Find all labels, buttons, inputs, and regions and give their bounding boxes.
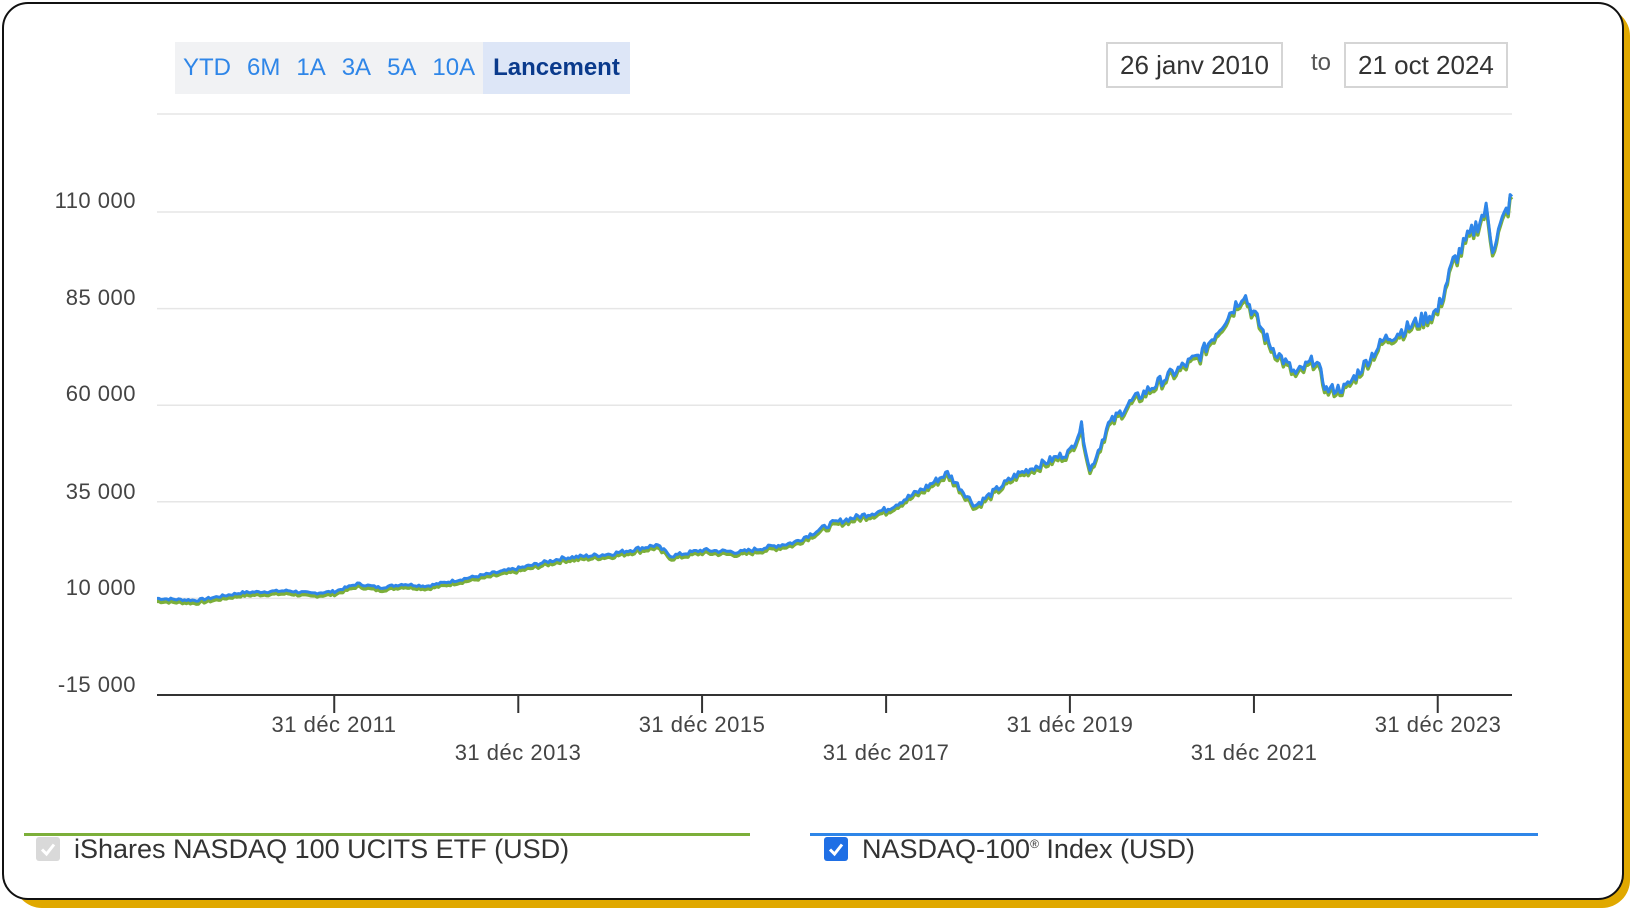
legend-underline-index <box>810 833 1538 836</box>
check-icon <box>40 843 56 857</box>
range-button-1a[interactable]: 1A <box>296 54 326 81</box>
y-tick-label: 110 000 <box>54 188 136 213</box>
x-tick-label: 31 déc 2017 <box>822 740 950 765</box>
x-tick-label: 31 déc 2019 <box>1006 712 1134 737</box>
x-tick-label: 31 déc 2021 <box>1190 740 1318 765</box>
y-tick-label: 60 000 <box>65 381 136 406</box>
y-tick-label: 10 000 <box>65 575 136 600</box>
etf-checkbox[interactable] <box>36 837 60 861</box>
date-to-label: to <box>1311 49 1332 76</box>
legend-underline-etf <box>24 833 750 836</box>
date-to-input[interactable]: 21 oct 2024 <box>1344 42 1508 88</box>
x-tick-label: 31 déc 2013 <box>454 740 582 765</box>
range-button-6m[interactable]: 6M <box>247 54 281 81</box>
y-tick-label: 35 000 <box>65 479 136 504</box>
legend-item-etf[interactable]: iShares NASDAQ 100 UCITS ETF (USD) <box>36 824 569 874</box>
x-tick-label: 31 déc 2023 <box>1374 712 1502 737</box>
range-button-ytd[interactable]: YTD <box>183 54 231 81</box>
legend-label-index: NASDAQ-100® Index (USD) <box>862 833 1195 864</box>
y-tick-label: 85 000 <box>65 285 136 310</box>
line-chart <box>157 113 1514 713</box>
chart-card: YTD 6M 1A 3A 5A 10A Lancement 26 janv 20… <box>2 2 1624 900</box>
range-button-3a[interactable]: 3A <box>341 54 372 81</box>
series-line-etf <box>157 195 1514 606</box>
index-checkbox[interactable] <box>824 837 848 861</box>
legend-label-etf: iShares NASDAQ 100 UCITS ETF (USD) <box>74 833 570 864</box>
range-button-lancement[interactable]: Lancement <box>483 42 630 94</box>
x-tick-label: 31 déc 2011 <box>271 712 397 737</box>
y-tick-label: -15 000 <box>57 672 136 697</box>
x-tick-label: 31 déc 2015 <box>638 712 766 737</box>
series-line-index <box>157 193 1514 603</box>
date-from-input[interactable]: 26 janv 2010 <box>1106 42 1283 88</box>
range-button-10a[interactable]: 10A <box>432 54 476 81</box>
check-icon <box>828 843 844 857</box>
range-selector: YTD 6M 1A 3A 5A 10A Lancement <box>175 42 630 94</box>
range-button-5a[interactable]: 5A <box>387 54 417 81</box>
legend-item-index[interactable]: NASDAQ-100® Index (USD) <box>824 824 1195 874</box>
